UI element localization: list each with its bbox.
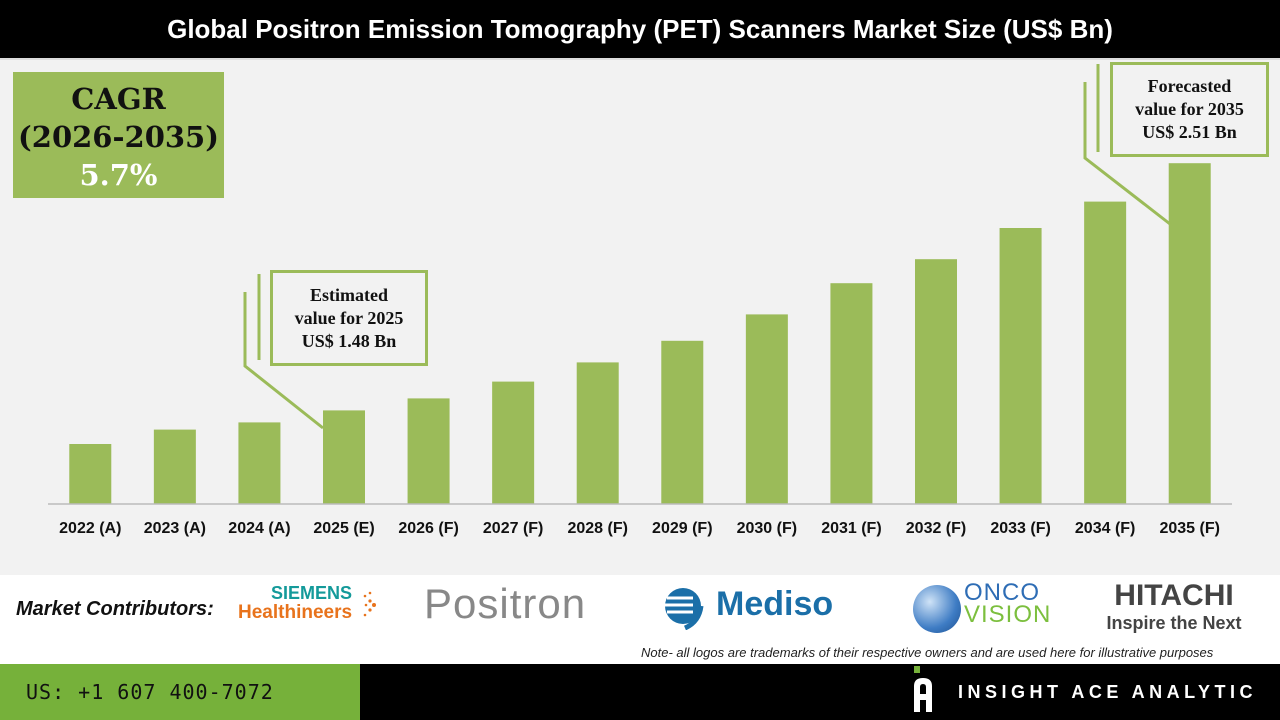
plot-area: 2022 (A) 2023 (A) 2024 (A) 2025 (E) 2026 (F)… — [0, 58, 1280, 575]
logo-text: SIEMENS — [271, 583, 353, 603]
x-tick-label: 2030 (F) — [737, 520, 797, 537]
mediso-globe-icon — [663, 586, 711, 631]
cagr-box: CAGR (2026-2035) 5.7% — [13, 72, 224, 198]
callout-line: Estimated — [310, 284, 388, 305]
hitachi-logo: HITACHI Inspire the Next — [1084, 580, 1264, 634]
callout-line: Forecasted — [1147, 76, 1232, 96]
bar — [153, 429, 196, 504]
x-tick-label: 2027 (F) — [483, 520, 543, 537]
bar — [576, 362, 619, 504]
cagr-value: 5.7% — [79, 158, 158, 192]
siemens-dots-icon — [362, 590, 376, 620]
mediso-logo: Mediso — [716, 585, 834, 623]
bar — [999, 228, 1042, 504]
contributors-label: Market Contributors: — [16, 598, 214, 620]
chart-title: Global Positron Emission Tomography (PET… — [0, 0, 1280, 58]
forecast-callout: Forecasted value for 2035 US$ 2.51 Bn — [1110, 62, 1269, 157]
callout-line: value for 2035 — [1135, 99, 1244, 119]
x-tick-label: 2034 (F) — [1075, 520, 1135, 537]
x-tick-label: 2025 (E) — [313, 520, 374, 537]
callout-pointer — [1083, 82, 1171, 226]
bar — [323, 410, 365, 504]
x-tick-label: 2028 (F) — [567, 520, 627, 537]
brand-bar — [360, 664, 1280, 720]
bar — [492, 381, 535, 504]
oncovision-globe-icon — [913, 585, 961, 633]
x-tick-label: 2022 (A) — [59, 520, 121, 537]
bar — [1084, 201, 1127, 504]
trademark-note: Note- all logos are trademarks of their … — [641, 645, 1214, 660]
bar — [745, 314, 788, 504]
cagr-label: CAGR — [71, 82, 166, 116]
logo-text: ONCO — [964, 579, 1040, 606]
x-tick-label: 2026 (F) — [398, 520, 458, 537]
bar — [830, 283, 873, 504]
x-tick-label: 2029 (F) — [652, 520, 712, 537]
logo-text: VISION — [964, 601, 1052, 628]
callout-pointer — [243, 292, 324, 430]
brand-name: INSIGHT ACE ANALYTIC — [958, 682, 1258, 702]
callout-line: US$ 1.48 Bn — [301, 330, 397, 351]
logo-text: Healthineers — [238, 602, 353, 623]
logo-text: Inspire the Next — [1106, 613, 1242, 633]
bar — [238, 422, 281, 504]
x-tick-label: 2032 (F) — [906, 520, 966, 537]
x-tick-label: 2023 (A) — [144, 520, 206, 537]
bar — [915, 259, 957, 504]
positron-logo: Positron — [424, 580, 587, 627]
bar — [407, 398, 450, 504]
phone-number[interactable]: US: +1 607 400-7072 — [0, 664, 360, 720]
cagr-period: (2026-2035) — [18, 120, 219, 154]
insight-ace-logo-icon — [912, 666, 934, 712]
estimated-callout: Estimated value for 2025 US$ 1.48 Bn — [270, 270, 428, 366]
logo-text: HITACHI — [1114, 579, 1234, 612]
bar — [69, 444, 112, 504]
x-tick-label: 2031 (F) — [821, 520, 881, 537]
bar — [1168, 163, 1211, 504]
oncovision-logo: ONCO VISION — [964, 579, 1052, 628]
bar-chart: 2022 (A) 2023 (A) 2024 (A) 2025 (E) 2026 (F)… — [48, 64, 1232, 537]
x-tick-label: 2024 (A) — [228, 520, 290, 537]
bar — [661, 340, 704, 504]
callout-line: US$ 2.51 Bn — [1142, 122, 1237, 142]
x-tick-label: 2033 (F) — [990, 520, 1050, 537]
x-tick-label: 2035 (F) — [1159, 520, 1219, 537]
callout-line: value for 2025 — [294, 307, 404, 328]
siemens-healthineers-logo: SIEMENS Healthineers — [238, 583, 353, 623]
